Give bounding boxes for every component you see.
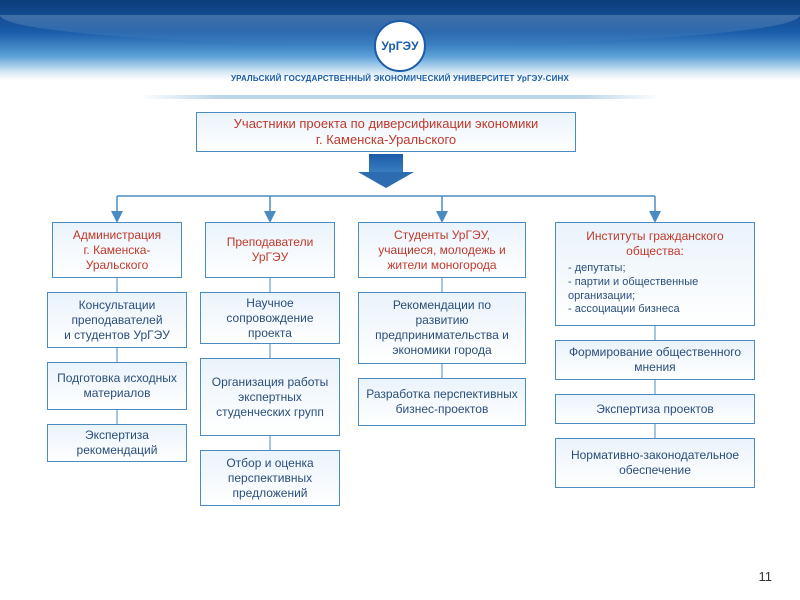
col2-cell-3: Отбор и оценка перспективных предложений	[200, 450, 340, 506]
col2-cell-2-text: Организация работы экспертных студенческ…	[207, 375, 333, 420]
col2-head: ПреподавателиУрГЭУ	[205, 222, 335, 278]
col4-cell-3-text: Нормативно-законодательное обеспечение	[562, 448, 748, 478]
diagram-canvas: Участники проекта по диверсификации экон…	[0, 0, 800, 600]
col1-cell-2: Подготовка исходных материалов	[47, 362, 187, 410]
col2-cell-1-text: Научное сопровождение проекта	[207, 296, 333, 341]
diagram-title-box: Участники проекта по диверсификации экон…	[196, 112, 576, 152]
diagram-title-text: Участники проекта по диверсификации экон…	[234, 116, 539, 149]
arrow-down-icon	[358, 154, 414, 188]
col1-cell-1: Консультации преподавателейи студентов У…	[47, 292, 187, 348]
page-number: 11	[759, 569, 773, 584]
col2-cell-1: Научное сопровождение проекта	[200, 292, 340, 344]
col2-cell-3-text: Отбор и оценка перспективных предложений	[207, 456, 333, 501]
col3-head-text: Студенты УрГЭУ, учащиеся, молодежь и жит…	[365, 228, 519, 273]
col3-cell-2-text: Разработка перспективных бизнес-проектов	[365, 387, 519, 417]
col1-head-text: Администрацияг. Каменска-Уральского	[73, 228, 161, 273]
col3-cell-1-text: Рекомендации по развитию предприниматель…	[365, 298, 519, 358]
col2-cell-2: Организация работы экспертных студенческ…	[200, 358, 340, 436]
col3-cell-2: Разработка перспективных бизнес-проектов	[358, 378, 526, 426]
col1-cell-2-text: Подготовка исходных материалов	[54, 371, 180, 401]
col3-head: Студенты УрГЭУ, учащиеся, молодежь и жит…	[358, 222, 526, 278]
col4-cell-3: Нормативно-законодательное обеспечение	[555, 438, 755, 488]
col4-cell-1: Формирование общественного мнения	[555, 340, 755, 380]
col4-cell-2-text: Экспертиза проектов	[596, 402, 714, 417]
col4-head: Институты гражданского общества: - депут…	[555, 222, 755, 326]
col1-head: Администрацияг. Каменска-Уральского	[52, 222, 182, 278]
col1-cell-3-text: Экспертиза рекомендаций	[54, 428, 180, 458]
col4-head-sub: - депутаты;- партии и общественные орган…	[562, 262, 748, 317]
col4-cell-2: Экспертиза проектов	[555, 394, 755, 424]
col2-head-text: ПреподавателиУрГЭУ	[227, 235, 314, 265]
col1-cell-1-text: Консультации преподавателейи студентов У…	[54, 298, 180, 343]
col4-cell-1-text: Формирование общественного мнения	[562, 345, 748, 375]
col3-cell-1: Рекомендации по развитию предприниматель…	[358, 292, 526, 364]
col1-cell-3: Экспертиза рекомендаций	[47, 424, 187, 462]
col4-head-text: Институты гражданского общества:	[586, 229, 723, 258]
